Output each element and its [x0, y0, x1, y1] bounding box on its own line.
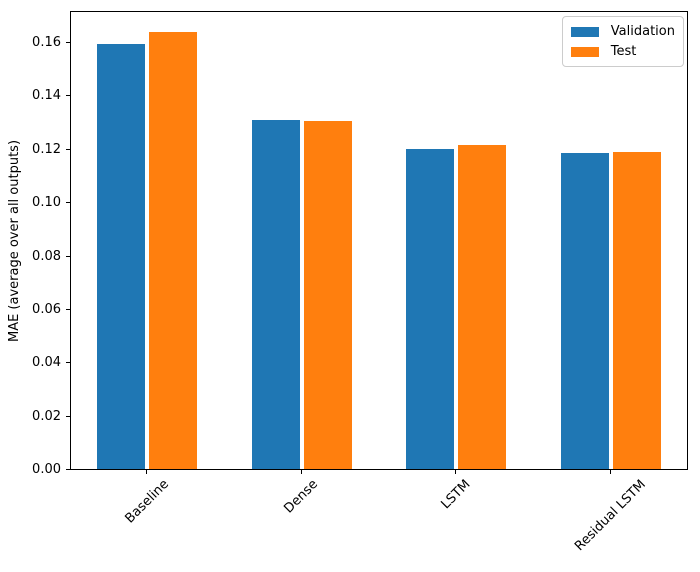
y-tick-label: 0.08	[32, 248, 61, 264]
y-tick-label: 0.06	[32, 301, 61, 317]
y-tick-mark	[66, 308, 70, 310]
bar-validation-baseline	[97, 44, 146, 469]
bar-validation-residual-lstm	[560, 153, 609, 469]
bar-test-baseline	[149, 31, 198, 469]
y-tick-label: 0.16	[32, 35, 61, 51]
x-tick-label-lstm: LSTM	[438, 477, 474, 513]
y-tick-label: 0.10	[32, 195, 61, 211]
y-tick-mark	[66, 95, 70, 97]
y-tick-label: 0.04	[32, 355, 61, 371]
y-tick-label: 0.14	[32, 88, 61, 104]
legend-swatch-validation-icon	[570, 26, 599, 37]
bar-validation-dense	[251, 120, 300, 469]
bar-test-residual-lstm	[612, 151, 661, 469]
y-tick-label: 0.02	[32, 408, 61, 424]
x-tick-mark	[609, 470, 611, 474]
bar-test-dense	[303, 120, 352, 469]
y-tick-mark	[66, 255, 70, 257]
x-tick-mark	[455, 470, 457, 474]
legend-item-test: Test	[570, 44, 675, 59]
x-tick-mark	[300, 470, 302, 474]
y-tick-mark	[66, 202, 70, 204]
y-tick-mark	[66, 148, 70, 150]
x-tick-mark	[146, 470, 148, 474]
x-tick-label-dense: Dense	[281, 476, 322, 517]
y-tick-mark	[66, 415, 70, 417]
y-tick-label: 0.12	[32, 141, 61, 157]
bar-validation-lstm	[406, 149, 455, 469]
plot-area	[70, 11, 688, 470]
legend: Validation Test	[561, 16, 684, 67]
legend-label-test: Test	[610, 44, 637, 59]
x-tick-label-baseline: Baseline	[122, 476, 172, 527]
y-tick-label: 0.00	[32, 462, 61, 477]
x-tick-label-residual-lstm: Residual LSTM	[571, 477, 649, 554]
y-tick-mark	[66, 362, 70, 364]
legend-swatch-test-icon	[570, 46, 599, 57]
y-tick-mark	[66, 469, 70, 470]
legend-item-validation: Validation	[570, 24, 675, 39]
y-tick-mark	[66, 42, 70, 44]
legend-label-validation: Validation	[610, 24, 675, 39]
bar-test-lstm	[458, 145, 507, 469]
